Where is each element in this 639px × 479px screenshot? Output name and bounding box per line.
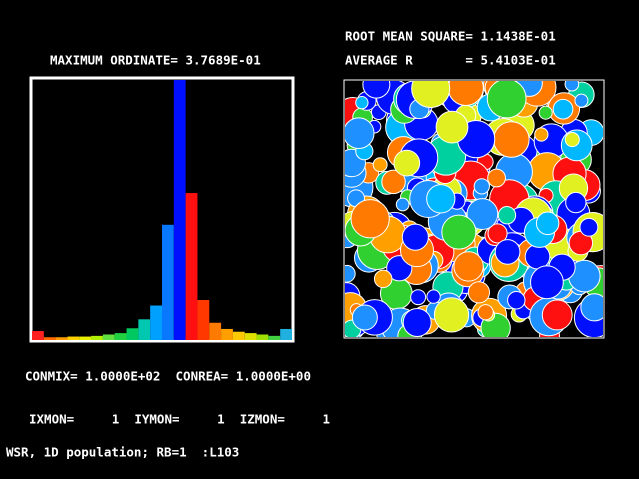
particle xyxy=(345,264,356,283)
particle xyxy=(534,127,549,142)
particle xyxy=(580,293,603,322)
mon-params: IXMON= 1 IYMON= 1 IZMON= 1 xyxy=(29,412,330,427)
particle xyxy=(441,214,477,250)
particle xyxy=(426,184,456,214)
particle xyxy=(435,110,469,144)
particle xyxy=(507,291,526,310)
bar xyxy=(162,224,174,340)
particle xyxy=(355,96,369,110)
particle xyxy=(494,239,521,265)
particle xyxy=(565,191,587,214)
bar xyxy=(185,193,198,340)
particles xyxy=(345,81,603,337)
particle xyxy=(410,289,427,306)
bar xyxy=(197,299,210,340)
particle xyxy=(402,307,432,337)
particle xyxy=(381,169,406,195)
particle xyxy=(345,117,375,150)
bar xyxy=(221,328,233,340)
particle xyxy=(574,93,589,108)
particle xyxy=(350,199,390,239)
particle xyxy=(373,269,393,289)
particle xyxy=(453,251,484,282)
bar xyxy=(256,334,269,340)
bar xyxy=(67,336,80,340)
particle xyxy=(497,206,517,225)
bar xyxy=(268,335,281,340)
bar xyxy=(79,336,92,340)
bar xyxy=(102,334,115,340)
particle xyxy=(552,98,574,120)
particle xyxy=(447,81,484,106)
particle xyxy=(433,297,470,333)
bar xyxy=(32,331,44,340)
bar xyxy=(232,331,245,340)
bar xyxy=(138,319,151,340)
particle xyxy=(473,178,490,195)
status-line: WSR, 1D population; RB=1 :L103 xyxy=(6,445,239,460)
bar xyxy=(209,322,222,340)
particle xyxy=(411,81,451,109)
bar xyxy=(150,305,162,340)
particle xyxy=(530,265,564,300)
particle xyxy=(535,211,560,236)
particle xyxy=(564,81,580,92)
particle xyxy=(466,198,499,230)
bar xyxy=(173,80,186,340)
rms-label: ROOT MEAN SQUARE= 1.1438E-01 xyxy=(345,29,556,44)
bar xyxy=(55,337,68,340)
histogram-title: MAXIMUM ORDINATE= 3.7689E-01 xyxy=(50,53,261,68)
particle xyxy=(477,304,494,321)
particle xyxy=(486,81,527,119)
particle xyxy=(487,168,506,188)
bar xyxy=(43,337,56,340)
particle xyxy=(524,243,551,270)
particle xyxy=(564,132,580,148)
particle xyxy=(351,304,378,331)
particle xyxy=(487,223,508,244)
particle xyxy=(393,149,421,177)
particle xyxy=(372,157,388,173)
particle xyxy=(401,223,429,251)
bar xyxy=(91,335,103,340)
particle xyxy=(579,217,599,237)
bar xyxy=(126,328,139,340)
bar xyxy=(244,333,257,340)
particle xyxy=(362,81,391,99)
average-label: AVERAGE R = 5.4103E-01 xyxy=(345,53,556,68)
bars xyxy=(32,80,292,340)
bar xyxy=(114,333,127,340)
particle xyxy=(541,299,573,331)
particle xyxy=(538,105,553,120)
particle xyxy=(493,121,530,158)
con-params: CONMIX= 1.0000E+02 CONREA= 1.0000E+00 xyxy=(25,369,311,384)
particle xyxy=(426,289,441,304)
bar xyxy=(280,328,292,340)
particle xyxy=(467,281,491,304)
particle xyxy=(395,197,410,212)
